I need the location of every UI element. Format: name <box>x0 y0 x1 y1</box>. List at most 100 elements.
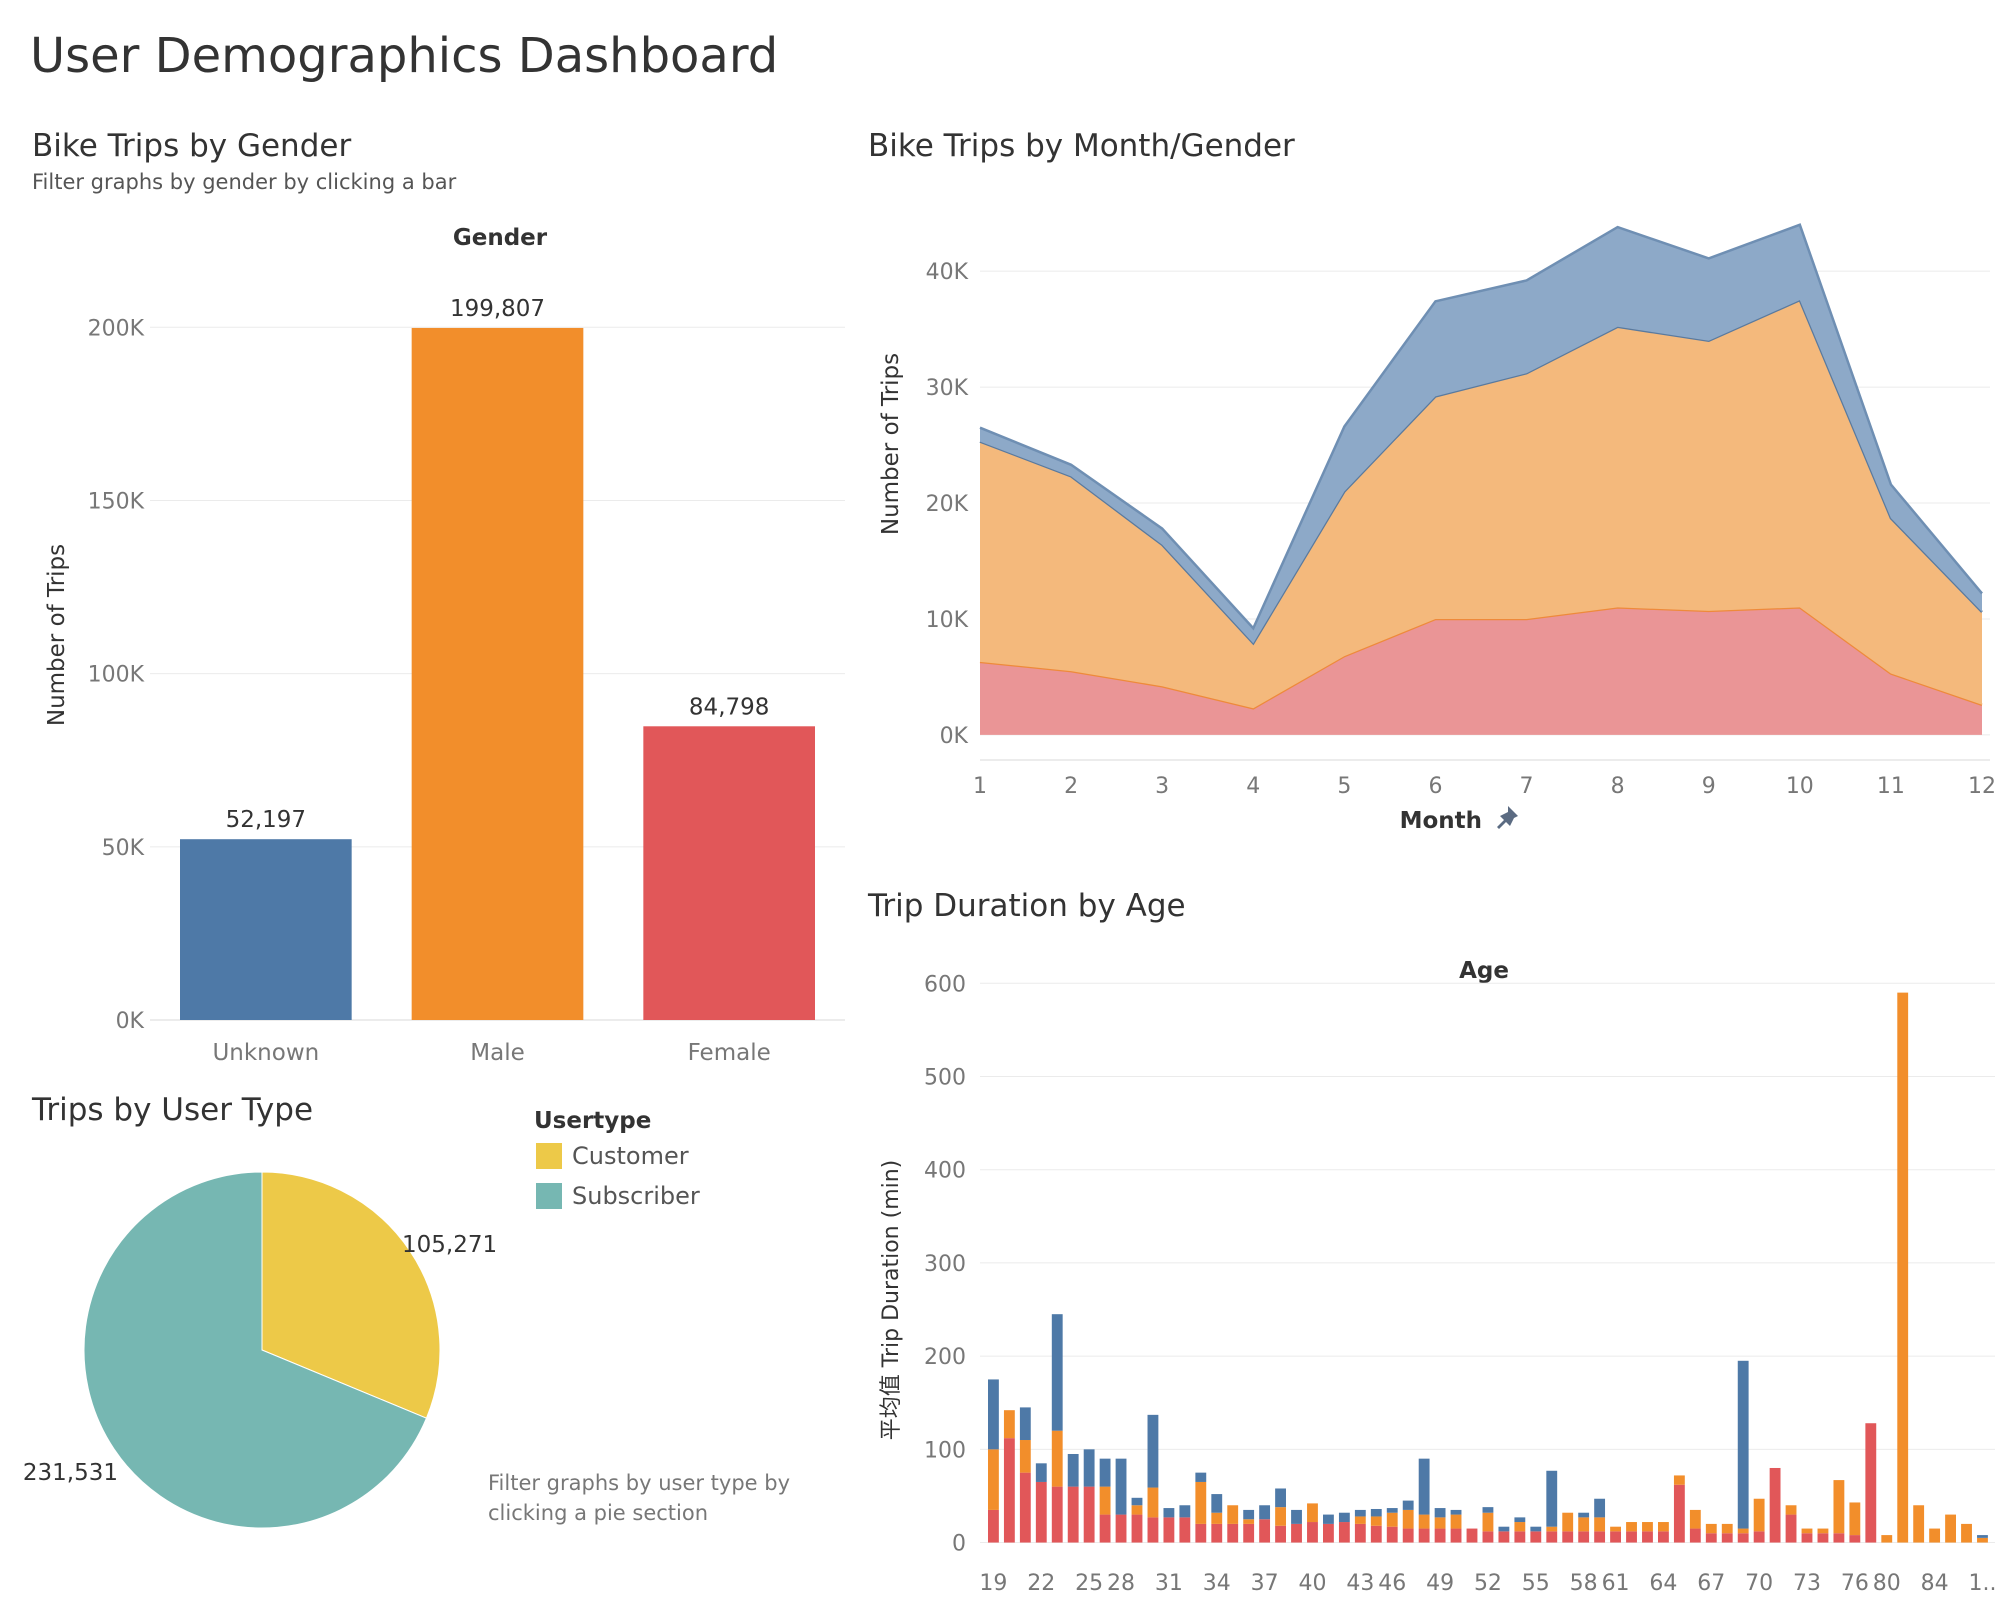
bar-segment-male <box>1977 1537 1988 1543</box>
bar-male[interactable] <box>411 327 584 1020</box>
x-tick-label: 84 <box>1921 1571 1949 1596</box>
bar-segment-male <box>1354 1516 1366 1524</box>
y-tick-label: 10K <box>926 608 969 633</box>
x-tick-label: 55 <box>1522 1571 1550 1596</box>
bar-segment-unknown <box>988 1379 999 1450</box>
age-stacked-bar-chart[interactable]: Age 平均值 Trip Duration (min) 0 100 200 300 40… <box>860 940 2000 1600</box>
bar-segment-male <box>1147 1487 1159 1518</box>
bar-segment-unknown <box>1083 1449 1095 1487</box>
x-tick-label: 2 <box>1064 774 1078 799</box>
legend-item-customer[interactable]: Customer <box>536 1142 689 1170</box>
x-tick-label: 5 <box>1337 774 1351 799</box>
area-male <box>980 300 1982 709</box>
bar-segment-male <box>1546 1526 1558 1532</box>
bar-segment-male <box>988 1449 999 1510</box>
age-chart-header: Age <box>1459 958 1509 984</box>
bar-segment-unknown <box>1546 1470 1558 1527</box>
bar-segment-female <box>1546 1531 1558 1543</box>
legend-label-customer: Customer <box>572 1142 689 1170</box>
bar-segment-female <box>1402 1528 1414 1543</box>
legend-item-subscriber[interactable]: Subscriber <box>536 1182 700 1210</box>
pie-value-label: 231,531 <box>23 1460 118 1486</box>
bar-segment-male <box>1689 1509 1701 1529</box>
pie-slice-customer[interactable] <box>261 1171 441 1419</box>
bar-segment-male <box>1386 1512 1398 1527</box>
x-tick-label: 37 <box>1251 1571 1279 1596</box>
y-tick-label: 0 <box>952 1532 966 1557</box>
x-tick-label: 28 <box>1107 1571 1135 1596</box>
bar-segment-unknown <box>1482 1507 1494 1513</box>
x-tick-label: 9 <box>1702 774 1716 799</box>
bar-segment-female <box>1833 1533 1845 1543</box>
bar-segment-unknown <box>1259 1505 1271 1520</box>
x-tick-label: 46 <box>1378 1571 1406 1596</box>
x-tick-label: 73 <box>1793 1571 1821 1596</box>
bar-segment-female <box>1259 1519 1271 1543</box>
y-tick-label: 150K <box>88 489 145 514</box>
bar-segment-unknown <box>1067 1453 1079 1487</box>
area-unknown <box>980 224 1982 644</box>
pie-value-label: 105,271 <box>402 1232 497 1258</box>
bar-segment-unknown <box>1131 1497 1143 1506</box>
bar-segment-male <box>1434 1517 1446 1529</box>
bar-segment-male <box>1961 1523 1972 1543</box>
bar-segment-unknown <box>1291 1509 1302 1524</box>
bar-segment-female <box>1354 1523 1366 1543</box>
bar-segment-male <box>1913 1505 1925 1543</box>
bar-segment-unknown <box>1323 1514 1334 1524</box>
bar-segment-female <box>1291 1523 1302 1543</box>
bar-segment-male <box>1817 1528 1829 1534</box>
y-tick-label: 100 <box>924 1438 966 1463</box>
legend-label-subscriber: Subscriber <box>572 1182 700 1210</box>
month-y-axis-label: Number of Trips <box>878 353 904 535</box>
x-tick-label: 11 <box>1877 774 1905 799</box>
y-tick-label: 100K <box>88 663 145 688</box>
bar-value-label: 199,807 <box>450 296 545 322</box>
bar-segment-female <box>1673 1484 1685 1543</box>
month-x-axis-label: Month <box>1400 808 1482 834</box>
bar-unknown[interactable] <box>180 839 352 1020</box>
bar-female[interactable] <box>643 726 815 1020</box>
bar-segment-unknown <box>1498 1526 1510 1532</box>
bar-segment-unknown <box>1578 1512 1590 1518</box>
y-tick-label: 500 <box>924 1066 966 1091</box>
bar-segment-unknown <box>1195 1472 1207 1482</box>
y-tick-label: 400 <box>924 1159 966 1184</box>
x-tick-label: 25 <box>1075 1571 1103 1596</box>
x-tick-label: 4 <box>1246 774 1260 799</box>
bar-segment-female <box>1211 1523 1223 1543</box>
x-tick-label: 76 <box>1841 1571 1869 1596</box>
x-tick-label: 3 <box>1155 774 1169 799</box>
bar-segment-unknown <box>1051 1314 1063 1431</box>
bar-segment-male <box>1402 1509 1414 1529</box>
bar-segment-female <box>1099 1514 1111 1543</box>
bar-segment-female <box>1275 1525 1286 1543</box>
gender-bar-chart[interactable]: Gender Number of Trips 0K 50K 100K 150K 200K… <box>0 210 860 1070</box>
bar-segment-female <box>1705 1533 1717 1543</box>
bar-segment-unknown <box>1115 1458 1127 1515</box>
dashboard-title: User Demographics Dashboard <box>30 28 779 84</box>
bar-segment-unknown <box>1594 1498 1606 1518</box>
month-panel-title: Bike Trips by Month/Gender <box>868 128 1295 164</box>
bar-segment-female <box>1338 1522 1350 1543</box>
pin-icon[interactable] <box>1497 806 1518 829</box>
bar-segment-female <box>1482 1531 1494 1543</box>
bar-segment-male <box>1578 1517 1590 1532</box>
bar-segment-female <box>1721 1533 1733 1543</box>
bar-segment-female <box>1083 1486 1095 1543</box>
bar-segment-unknown <box>1977 1535 1988 1538</box>
x-tick-label: 1 <box>973 774 987 799</box>
bar-segment-female <box>988 1509 999 1543</box>
bar-segment-male <box>1705 1523 1717 1534</box>
bar-segment-female <box>1131 1514 1143 1543</box>
x-tick-label: 40 <box>1298 1571 1326 1596</box>
bar-segment-female <box>1179 1517 1191 1543</box>
usertype-pie-chart[interactable]: 105,271 231,531 <box>0 1140 520 1560</box>
bar-segment-female <box>1801 1533 1813 1543</box>
bar-segment-male <box>1721 1523 1733 1534</box>
gender-chart-header: Gender <box>453 225 548 251</box>
bar-segment-male <box>1003 1410 1015 1439</box>
pie-slice-subscriber[interactable] <box>83 1171 428 1529</box>
bar-value-label: 84,798 <box>689 694 769 720</box>
